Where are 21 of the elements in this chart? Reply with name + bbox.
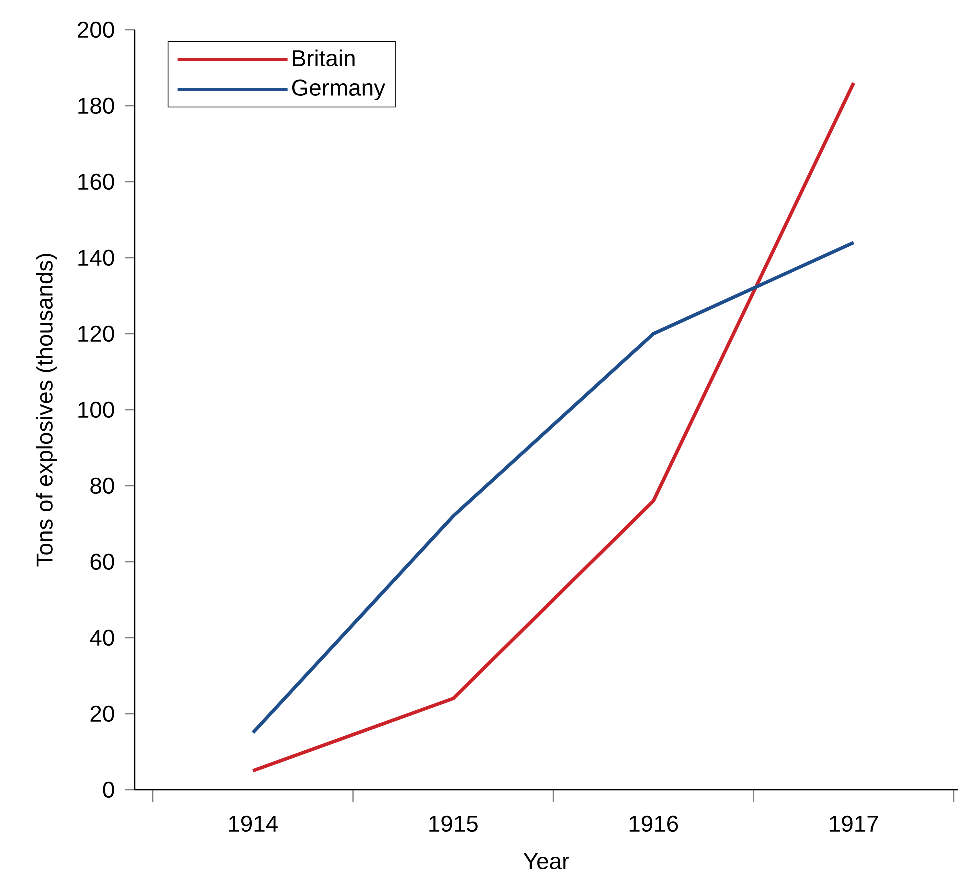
y-tick-label: 60 <box>90 554 114 570</box>
y-axis-title: Tons of explosives (thousands) <box>36 254 58 567</box>
y-tick-label: 20 <box>90 706 114 722</box>
y-tick-label: 100 <box>78 402 114 418</box>
y-tick-label: 0 <box>103 782 114 798</box>
x-tick-label: 1915 <box>430 816 478 832</box>
y-tick-label: 200 <box>78 22 114 38</box>
x-tick-label: 1916 <box>630 816 678 832</box>
y-tick-label: 40 <box>90 630 114 646</box>
line-series <box>251 241 856 735</box>
y-tick-label: 140 <box>78 250 114 266</box>
y-tick-label: 120 <box>78 326 114 342</box>
x-tick-label: 1917 <box>830 816 878 832</box>
x-tick-label: 1914 <box>229 816 278 832</box>
line-series <box>251 81 856 773</box>
y-tick-label: 160 <box>78 174 114 190</box>
legend-label: Germany <box>292 80 386 101</box>
x-axis-title: Year <box>524 854 570 870</box>
legend-label: Britain <box>293 50 355 67</box>
y-tick-label: 180 <box>78 98 114 114</box>
y-tick-label: 80 <box>90 478 114 494</box>
